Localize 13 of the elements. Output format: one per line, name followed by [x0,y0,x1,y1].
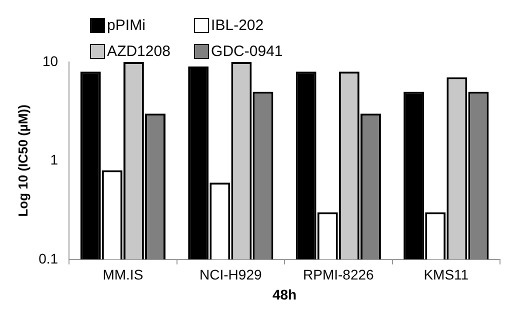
legend-label: pPIMi [107,17,146,34]
x-tick-label: NCI-H929 [200,266,262,283]
legend-label: GDC-0941 [211,43,283,60]
x-tick-label: RPMI-8226 [302,266,374,283]
legend-label: IBL-202 [211,17,264,34]
legend-label: AZD1208 [107,43,170,60]
x-tick-label: KMS11 [424,266,469,283]
y-tick-label: 0.1 [38,250,58,266]
y-axis-title: Log 10 (IC50 (µM)) [15,104,30,217]
y-tick-label: 1 [50,152,58,168]
x-tick-label: MM.IS [102,266,144,283]
y-tick-label: 10 [42,52,58,69]
x-axis-title: 48h [272,286,297,302]
